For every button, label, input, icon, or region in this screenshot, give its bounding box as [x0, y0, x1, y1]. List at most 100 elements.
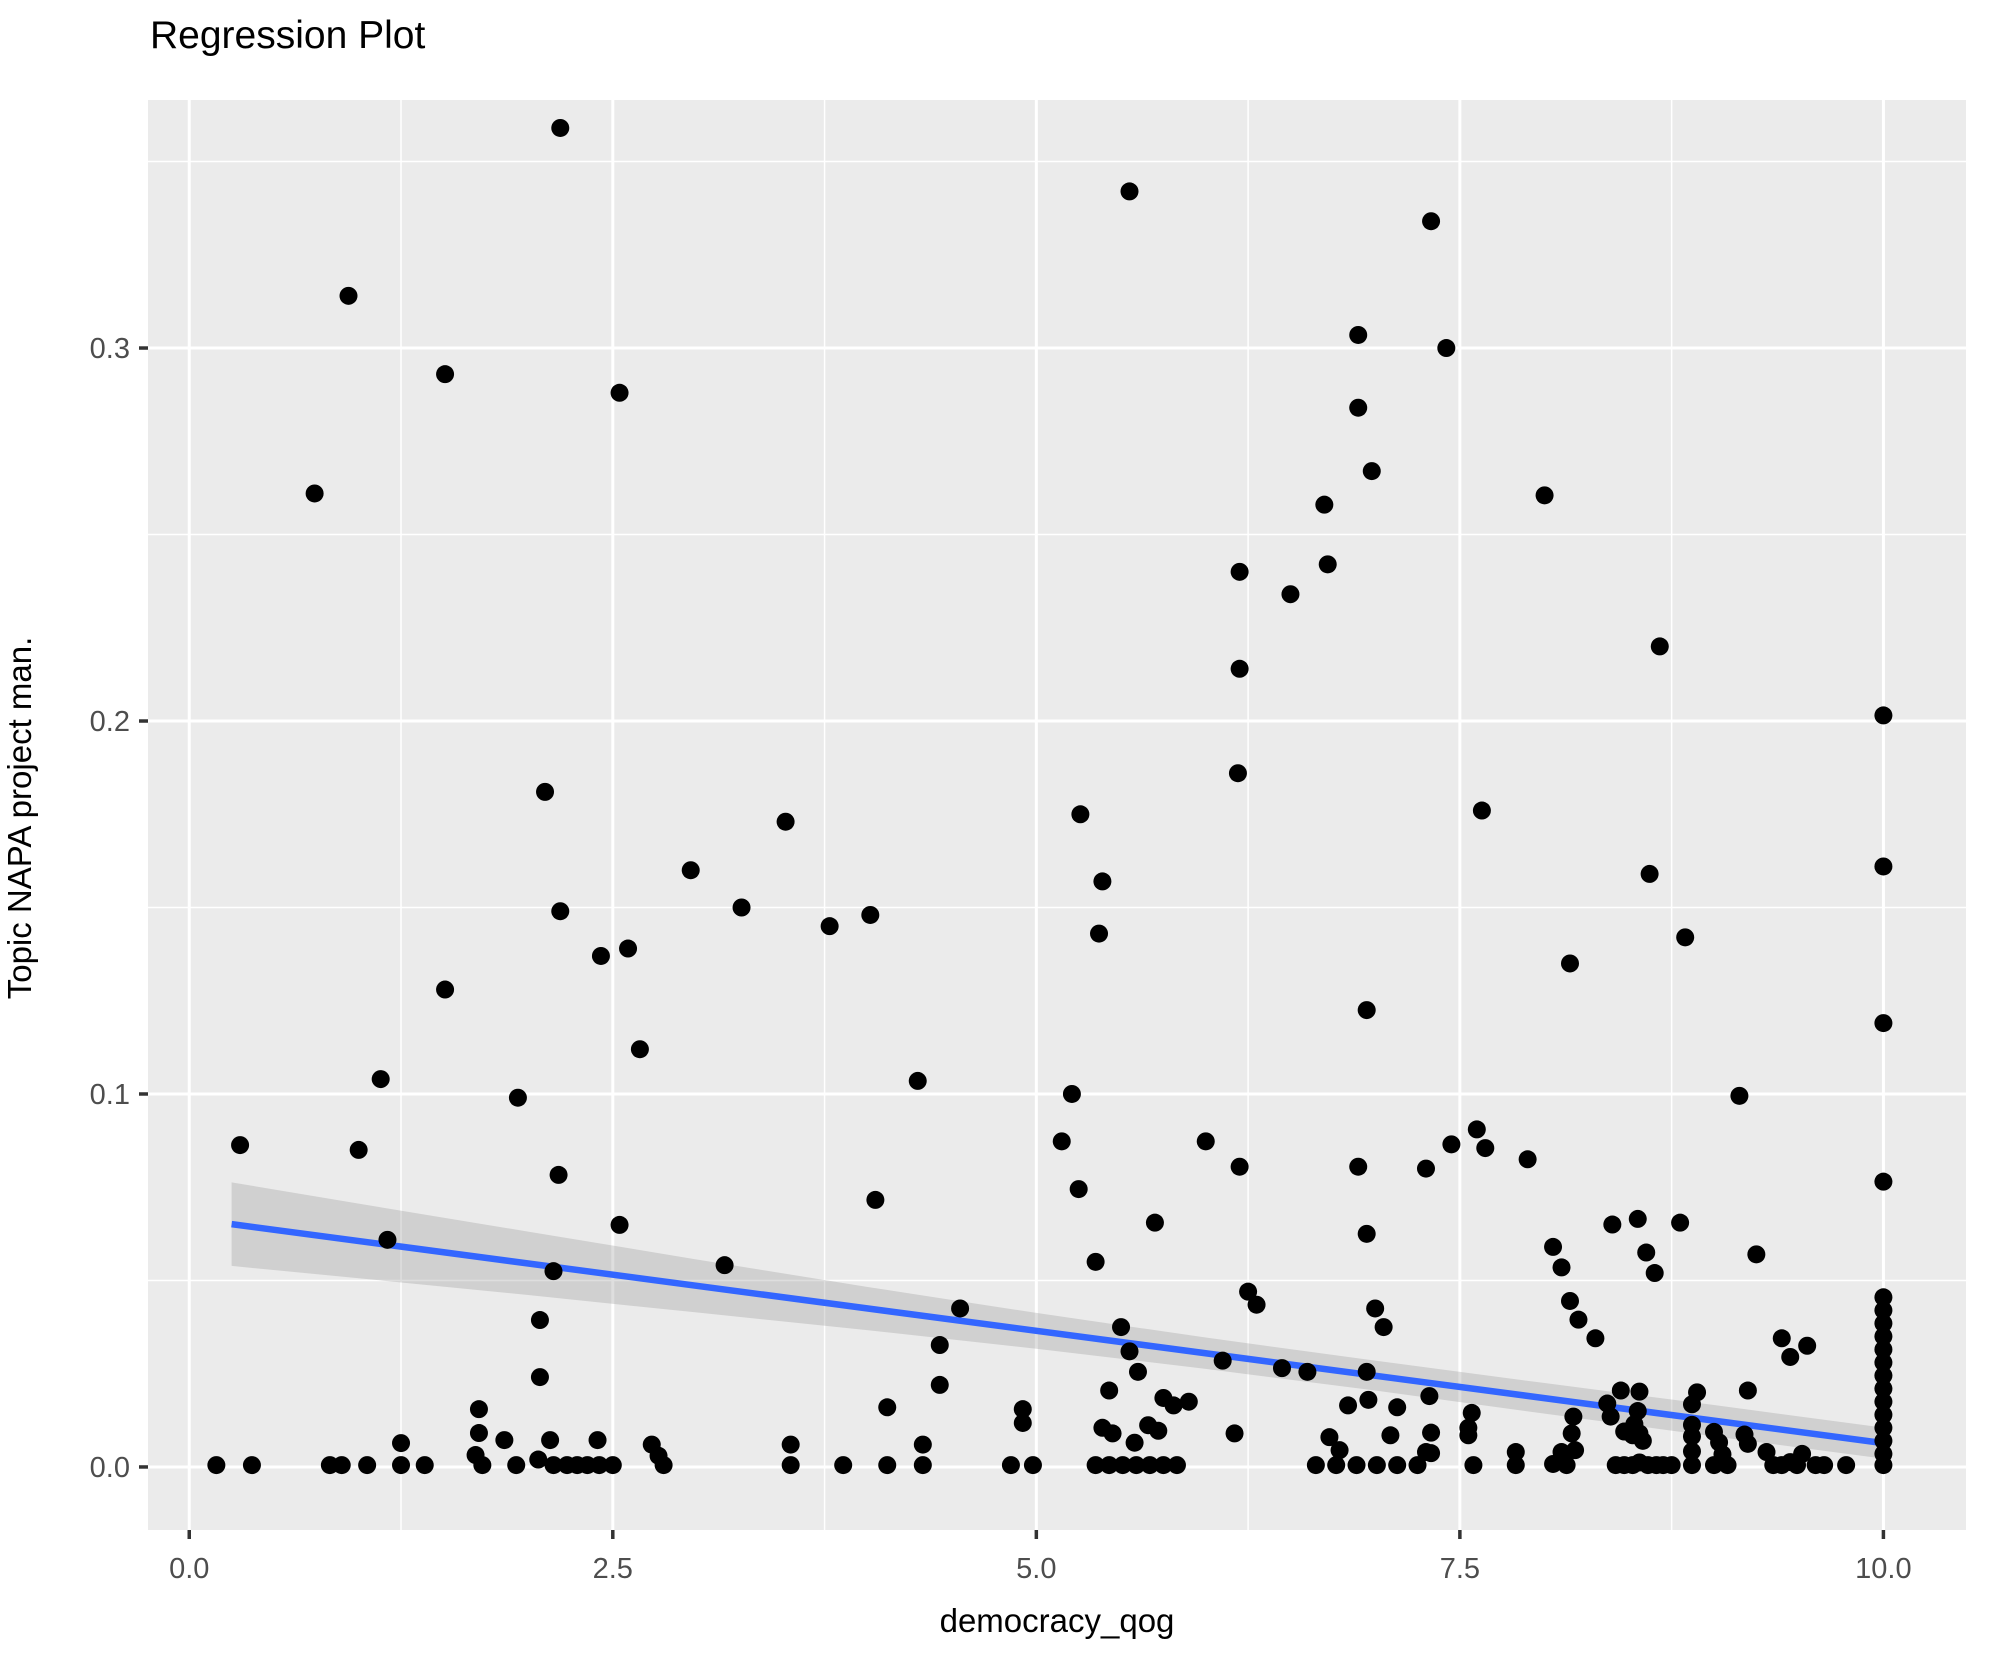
data-point — [1564, 1407, 1583, 1426]
data-point — [1628, 1402, 1647, 1421]
data-point — [1140, 1456, 1159, 1475]
data-point — [1154, 1456, 1173, 1475]
data-point — [242, 1456, 261, 1475]
data-point — [1062, 1084, 1081, 1103]
data-point — [610, 383, 629, 402]
data-point — [861, 905, 880, 924]
data-point — [473, 1456, 492, 1475]
data-point — [1837, 1456, 1856, 1475]
data-point — [536, 782, 555, 801]
data-point — [1874, 1288, 1893, 1307]
panel-background — [148, 100, 1966, 1530]
data-point — [610, 1215, 629, 1234]
data-point — [358, 1456, 377, 1475]
data-point — [913, 1435, 932, 1454]
data-point — [930, 1375, 949, 1394]
data-point — [541, 1431, 560, 1450]
data-point — [1272, 1359, 1291, 1378]
data-point — [1874, 1014, 1893, 1033]
data-point — [1630, 1382, 1649, 1401]
data-point — [1874, 1314, 1893, 1333]
data-point — [1874, 1431, 1893, 1450]
data-point — [913, 1456, 932, 1475]
data-point — [1874, 1418, 1893, 1437]
data-point — [681, 861, 700, 880]
data-point — [305, 484, 324, 503]
data-point — [551, 118, 570, 137]
data-point — [1874, 1353, 1893, 1372]
data-point — [1676, 928, 1695, 947]
data-point — [1422, 1423, 1441, 1442]
data-point — [1874, 706, 1893, 725]
data-point — [1179, 1392, 1198, 1411]
data-point — [1874, 1340, 1893, 1359]
data-point — [1633, 1431, 1652, 1450]
data-point — [1103, 1424, 1122, 1443]
data-point — [588, 1431, 607, 1450]
data-point — [1381, 1426, 1400, 1445]
data-point — [1388, 1456, 1407, 1475]
data-point — [1357, 1224, 1376, 1243]
data-point — [1747, 1245, 1766, 1264]
data-point — [1013, 1413, 1032, 1432]
data-point — [1874, 1366, 1893, 1385]
data-point — [1552, 1258, 1571, 1277]
data-point — [1544, 1237, 1563, 1256]
data-point — [231, 1136, 250, 1155]
data-point — [1535, 486, 1554, 505]
data-point — [1023, 1456, 1042, 1475]
data-point — [1628, 1209, 1647, 1228]
data-point — [1671, 1213, 1690, 1232]
data-point — [1462, 1403, 1481, 1422]
data-point — [349, 1140, 368, 1159]
data-point — [1772, 1329, 1791, 1348]
data-point — [1422, 1444, 1441, 1463]
data-point — [1874, 1392, 1893, 1411]
data-point — [1357, 1001, 1376, 1020]
data-point — [1874, 1301, 1893, 1320]
data-point — [1093, 872, 1112, 891]
data-point — [1069, 1180, 1088, 1199]
data-point — [371, 1070, 390, 1089]
data-point — [1357, 1362, 1376, 1381]
data-point — [1566, 1441, 1585, 1460]
data-point — [1718, 1456, 1737, 1475]
data-point — [544, 1456, 563, 1475]
data-point — [951, 1299, 970, 1318]
data-point — [1013, 1400, 1032, 1419]
data-point — [1874, 1405, 1893, 1424]
data-point — [1467, 1120, 1486, 1139]
data-point — [1359, 1390, 1378, 1409]
data-point — [1506, 1456, 1525, 1475]
data-point — [469, 1400, 488, 1419]
data-point — [1112, 1318, 1131, 1337]
y-tick-label: 0.2 — [90, 706, 130, 738]
data-point — [1738, 1381, 1757, 1400]
data-point — [1367, 1456, 1386, 1475]
data-point — [1100, 1381, 1119, 1400]
data-point — [392, 1434, 411, 1453]
data-point — [1086, 1252, 1105, 1271]
data-point — [1347, 1456, 1366, 1475]
data-point — [1327, 1456, 1346, 1475]
y-tick-label: 0.3 — [90, 333, 130, 365]
data-point — [1349, 398, 1368, 417]
data-point — [1349, 1157, 1368, 1176]
x-tick-label: 5.0 — [1016, 1553, 1056, 1585]
data-point — [1586, 1329, 1605, 1348]
data-point — [1228, 764, 1247, 783]
data-point — [1100, 1456, 1119, 1475]
data-point — [619, 939, 638, 958]
data-point — [1874, 1327, 1893, 1346]
data-point — [1476, 1139, 1495, 1158]
x-tick-label: 2.5 — [593, 1553, 633, 1585]
data-point — [530, 1311, 549, 1330]
data-point — [1001, 1456, 1020, 1475]
data-point — [1388, 1398, 1407, 1417]
data-point — [392, 1456, 411, 1475]
data-point — [1349, 325, 1368, 344]
data-point — [1562, 1424, 1581, 1443]
data-point — [1682, 1442, 1701, 1461]
data-point — [1362, 462, 1381, 481]
x-axis-title: democracy_qog — [939, 1602, 1175, 1639]
